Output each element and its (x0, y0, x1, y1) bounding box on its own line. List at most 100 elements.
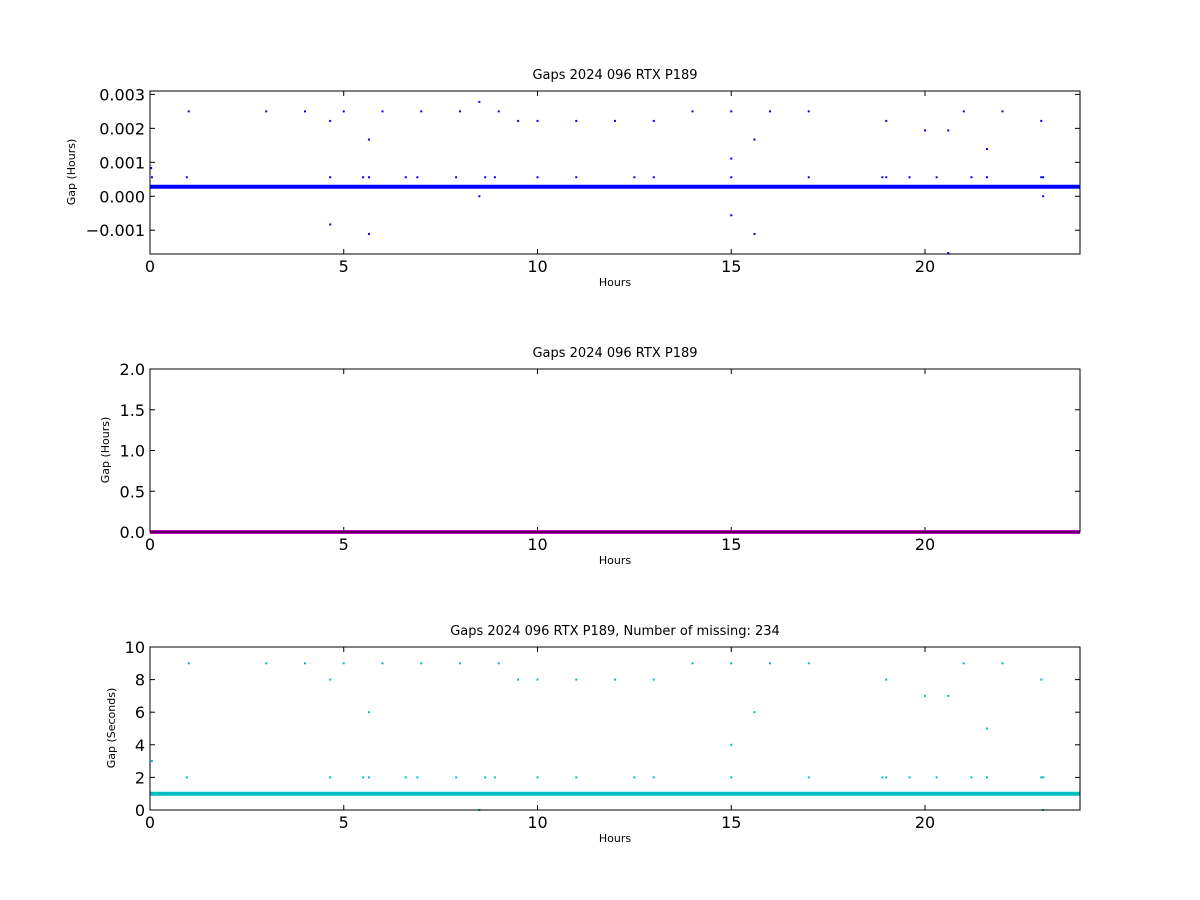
data-point (962, 662, 965, 665)
data-point (342, 110, 345, 113)
data-point (536, 776, 539, 779)
data-point (497, 110, 500, 113)
data-point (908, 776, 911, 779)
data-point (455, 176, 458, 179)
data-point (381, 110, 384, 113)
data-point (187, 110, 190, 113)
data-point (497, 662, 500, 665)
chart-panel-3: Gaps 2024 096 RTX P189, Number of missin… (105, 624, 1081, 845)
data-point (947, 129, 950, 132)
data-point (652, 176, 655, 179)
y-tick-label: 0.003 (99, 85, 145, 104)
plot-frame (149, 90, 1081, 255)
data-point (575, 119, 578, 122)
plot-frame (149, 646, 1081, 811)
data-point (769, 110, 771, 113)
data-point (484, 176, 487, 179)
data-point (652, 678, 655, 681)
data-point (536, 176, 539, 179)
y-tick-label: 8 (135, 671, 145, 690)
data-point (986, 727, 988, 730)
data-point (1042, 176, 1045, 179)
data-point (807, 776, 810, 779)
data-point (614, 678, 616, 681)
data-point (753, 232, 756, 235)
data-point (478, 100, 481, 103)
y-axis-label: Gap (Hours) (99, 417, 112, 484)
y-tick-label: 2 (135, 768, 145, 787)
data-point (730, 214, 733, 217)
data-point (885, 776, 888, 779)
data-point (342, 662, 345, 665)
data-point (908, 176, 911, 179)
data-point (304, 662, 306, 665)
data-point (970, 176, 973, 179)
data-point (459, 110, 461, 113)
data-point (730, 662, 733, 665)
data-point (1040, 119, 1043, 122)
x-tick-label: 5 (339, 813, 349, 832)
y-tick-label: 0.5 (120, 482, 145, 501)
data-point (416, 176, 419, 179)
x-tick-label: 10 (527, 813, 547, 832)
data-point (536, 678, 539, 681)
chart-title: Gaps 2024 096 RTX P189 (532, 346, 697, 361)
y-tick-label: 0.0 (120, 523, 145, 542)
x-tick-label: 5 (339, 535, 349, 554)
plot-frame (149, 368, 1081, 533)
data-point (633, 176, 636, 179)
x-tick-label: 20 (915, 535, 935, 554)
data-point (575, 176, 578, 179)
data-point (455, 776, 458, 779)
data-series (150, 662, 1080, 811)
data-point (575, 678, 578, 681)
x-tick-label: 10 (527, 535, 547, 554)
x-tick-label: 5 (339, 257, 349, 276)
data-point (362, 776, 365, 779)
x-tick-label: 20 (915, 257, 935, 276)
data-point (362, 176, 365, 179)
data-point (329, 678, 332, 681)
data-series (150, 100, 1080, 254)
data-point (924, 129, 926, 132)
y-tick-label: 2.0 (120, 360, 145, 379)
data-point (652, 119, 655, 122)
y-tick-label: 0.002 (99, 119, 145, 138)
data-point (885, 678, 888, 681)
x-tick-label: 20 (915, 813, 935, 832)
data-point (265, 110, 268, 113)
data-point (484, 776, 487, 779)
y-tick-label: 0.001 (99, 153, 145, 172)
data-point (691, 662, 694, 665)
data-point (367, 176, 370, 179)
data-point (986, 776, 988, 779)
data-point (420, 110, 423, 113)
x-tick-label: 0 (145, 257, 155, 276)
data-point (1040, 678, 1043, 681)
data-point (935, 176, 938, 179)
data-point (381, 662, 384, 665)
x-tick-label: 10 (527, 257, 547, 276)
data-point (1001, 662, 1004, 665)
data-point (1040, 176, 1043, 179)
data-point (924, 694, 926, 697)
data-point (304, 110, 306, 113)
data-point (986, 176, 988, 179)
y-tick-label: 0.000 (99, 187, 145, 206)
y-tick-label: 0 (135, 801, 145, 820)
data-point (633, 776, 636, 779)
data-point (329, 176, 332, 179)
x-tick-label: 0 (145, 813, 155, 832)
x-axis-label: Hours (599, 276, 631, 289)
data-point (404, 176, 407, 179)
data-point (420, 662, 423, 665)
data-point (150, 176, 153, 179)
x-axis-label: Hours (599, 554, 631, 567)
y-tick-label: 1.0 (120, 442, 145, 461)
data-point (329, 776, 332, 779)
data-point (986, 148, 988, 151)
data-point (962, 110, 965, 113)
data-point (935, 776, 938, 779)
data-point (367, 138, 370, 141)
data-point (1042, 776, 1045, 779)
